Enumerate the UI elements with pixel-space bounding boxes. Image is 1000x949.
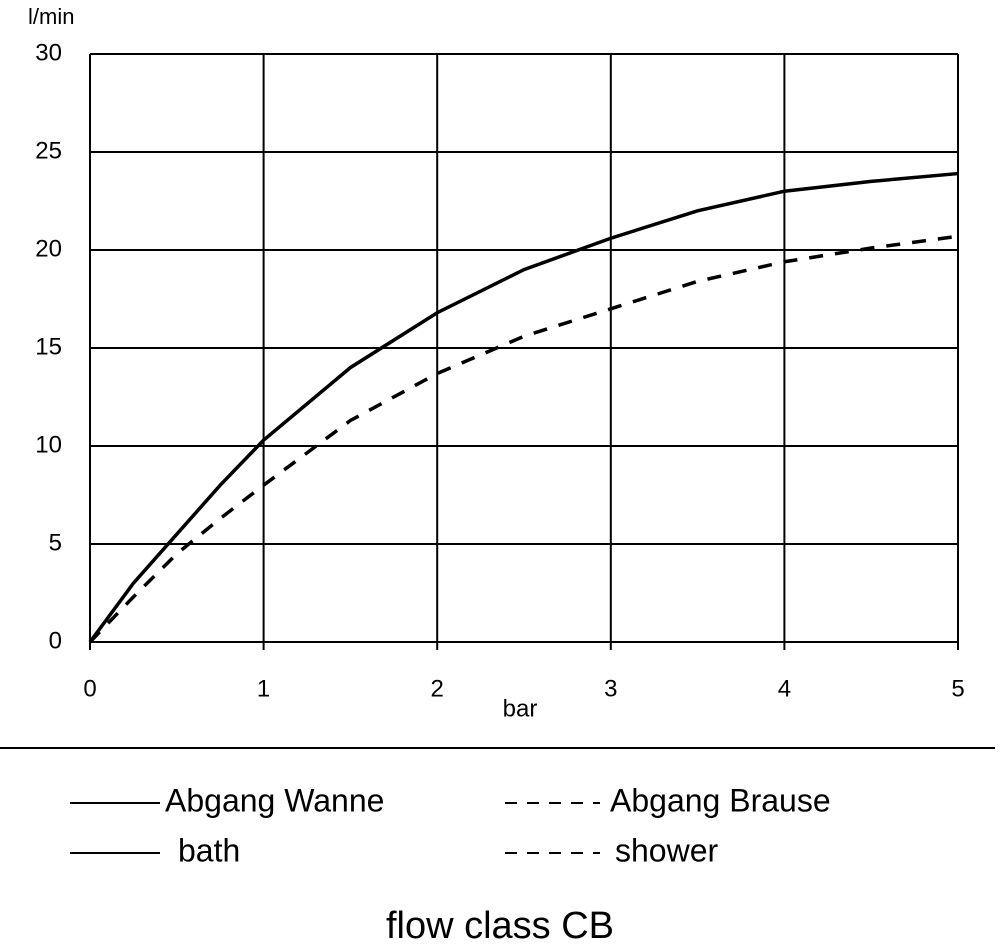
x-tick-label: 2 xyxy=(431,675,444,702)
x-tick-label: 0 xyxy=(83,675,96,702)
y-tick-label: 5 xyxy=(49,529,62,556)
legend-label: bath xyxy=(178,832,240,868)
y-tick-label: 0 xyxy=(49,627,62,654)
x-tick-label: 5 xyxy=(951,675,964,702)
x-tick-label: 3 xyxy=(604,675,617,702)
y-tick-label: 30 xyxy=(35,39,62,66)
y-axis-label: l/min xyxy=(28,4,74,29)
data-line xyxy=(88,171,959,644)
legend-label: Abgang Brause xyxy=(610,782,831,818)
data-line xyxy=(88,234,959,644)
legend-label: shower xyxy=(615,832,719,868)
chart-title: flow class CB xyxy=(386,905,614,947)
x-tick-label: 1 xyxy=(257,675,270,702)
y-tick-label: 10 xyxy=(35,431,62,458)
legend-label: Abgang Wanne xyxy=(165,782,384,818)
x-tick-label: 4 xyxy=(778,675,791,702)
y-tick-label: 25 xyxy=(35,137,62,164)
y-tick-label: 15 xyxy=(35,333,62,360)
x-axis-label: bar xyxy=(503,695,538,722)
y-tick-label: 20 xyxy=(35,235,62,262)
